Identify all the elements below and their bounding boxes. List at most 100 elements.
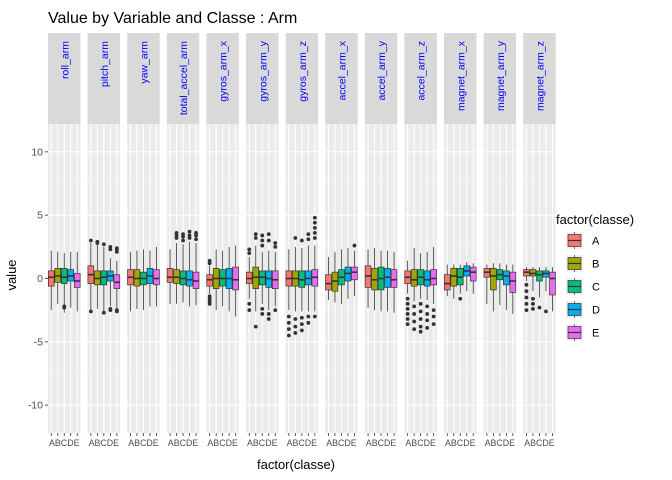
outlier-point: [260, 306, 265, 311]
x-axis-title: factor(classe): [257, 457, 335, 472]
outlier-point: [181, 238, 185, 243]
boxplot-pitch-arm-A: [87, 238, 95, 314]
boxplot-magnet-arm-x-D: [463, 262, 471, 292]
boxplot-gyros-arm-y-B: [252, 232, 260, 329]
outlier-point: [207, 261, 212, 266]
boxplot-yaw-arm-E: [153, 246, 160, 307]
outlier-point: [253, 232, 258, 237]
boxplot-total-accel-arm-D: [186, 229, 193, 307]
facet-strip-label: magnet_arm_x: [455, 40, 467, 111]
outlier-point: [273, 308, 278, 313]
facet-strip-label: roll_arm: [59, 41, 71, 79]
boxplot-total-accel-arm-A: [166, 249, 174, 304]
facet-strip: [404, 33, 437, 124]
facet-strip-label: accel_arm_y: [376, 40, 388, 100]
facet-panel-accel-arm-y: accel_arm_y ABCDE: [364, 33, 398, 449]
outlier-point: [187, 229, 192, 234]
boxplot-magnet-arm-x-E: [469, 263, 477, 294]
outlier-point: [266, 232, 271, 237]
facet-strip: [166, 33, 200, 124]
facet-panel-magnet-arm-x: magnet_arm_x ABCDE: [443, 33, 477, 449]
facet-panel-gyros-arm-x: gyros_arm_x ABCDE: [206, 33, 239, 449]
facet-panel-accel-arm-x: accel_arm_x ABCDE: [325, 33, 358, 449]
facet-strip-label: gyros_arm_y: [257, 40, 269, 101]
boxplot-pitch-arm-D: [107, 244, 114, 313]
outlier-point: [286, 333, 291, 338]
outlier-point: [524, 282, 529, 287]
legend-item-E: E: [566, 324, 599, 341]
outlier-point: [431, 322, 436, 326]
boxplot-magnet-arm-y-B: [490, 263, 497, 312]
outlier-point: [286, 314, 291, 319]
outlier-point: [108, 247, 113, 252]
boxplot-roll-arm-E: [73, 251, 81, 312]
outlier-point: [62, 305, 67, 310]
outlier-point: [412, 327, 417, 332]
outlier-point: [418, 301, 423, 306]
boxplot-accel-arm-z-D: [423, 251, 431, 330]
y-tick-label: 10: [31, 146, 43, 158]
chart-title: Value by Variable and Classe : Arm: [48, 10, 297, 27]
legend-title: factor(classe): [556, 212, 634, 227]
facet-strip-label: total_accel_arm: [178, 41, 190, 115]
boxplot-accel-arm-y-C: [377, 250, 385, 312]
y-tick-label: 5: [37, 210, 43, 222]
outlier-point: [194, 233, 198, 238]
facet-strip-label: accel_arm_x: [336, 40, 348, 100]
x-tick-labels: ABCDE: [168, 438, 199, 449]
legend-label: E: [592, 328, 599, 340]
outlier-point: [101, 310, 106, 315]
boxplot-magnet-arm-z-C: [536, 267, 543, 310]
facet-panel-accel-arm-z: accel_arm_z ABCDE: [404, 33, 437, 449]
boxplot-roll-arm-D: [67, 251, 75, 308]
box-iqr: [351, 266, 358, 281]
outlier-point: [207, 301, 212, 306]
facet-strip-label: gyros_arm_z: [297, 41, 309, 102]
box-iqr: [390, 269, 398, 288]
legend-label: C: [592, 282, 600, 294]
facet-strip: [87, 33, 121, 124]
boxplot-gyros-arm-y-E: [271, 241, 279, 313]
facet-strip: [127, 33, 160, 124]
outlier-point: [266, 317, 271, 321]
boxplot-magnet-arm-z-B: [529, 267, 537, 311]
boxplot-magnet-arm-z-E: [549, 267, 556, 312]
boxplot-gyros-arm-x-A: [206, 258, 213, 306]
box-iqr: [443, 274, 451, 291]
outlier-point: [312, 225, 317, 230]
outlier-point: [544, 309, 548, 314]
boxplot-pitch-arm-E: [113, 246, 121, 314]
legend-items: ABCDE: [566, 232, 600, 341]
boxplot-accel-arm-y-E: [390, 251, 398, 313]
legend-label: D: [592, 305, 600, 317]
box-iqr: [469, 266, 477, 282]
outlier-point: [312, 231, 317, 235]
outlier-point: [531, 296, 535, 301]
outlier-point: [524, 308, 529, 313]
outlier-point: [412, 312, 417, 316]
boxplot-total-accel-arm-C: [179, 232, 187, 303]
outlier-point: [114, 309, 119, 314]
outlier-point: [425, 325, 430, 330]
facet-strip-label: gyros_arm_x: [218, 40, 230, 101]
outlier-point: [286, 327, 291, 332]
outlier-point: [293, 317, 298, 321]
outlier-point: [253, 324, 258, 329]
outlier-point: [95, 241, 100, 245]
boxplot-roll-arm-A: [47, 250, 55, 311]
boxplot-total-accel-arm-E: [192, 231, 200, 306]
box-iqr: [166, 268, 174, 283]
box-iqr: [430, 269, 437, 286]
boxplot-accel-arm-z-A: [404, 260, 411, 326]
outlier-point: [405, 312, 410, 316]
x-tick-labels: ABCDE: [247, 438, 278, 449]
outlier-point: [253, 236, 258, 240]
boxplot-magnet-arm-z-A: [523, 267, 530, 313]
outlier-point: [174, 236, 179, 240]
outlier-point: [273, 241, 278, 245]
outlier-point: [187, 236, 192, 240]
y-tick-label: -5: [34, 336, 43, 348]
outlier-point: [299, 322, 304, 326]
boxplot-yaw-arm-B: [133, 250, 141, 309]
boxplot-magnet-arm-x-B: [450, 264, 458, 299]
